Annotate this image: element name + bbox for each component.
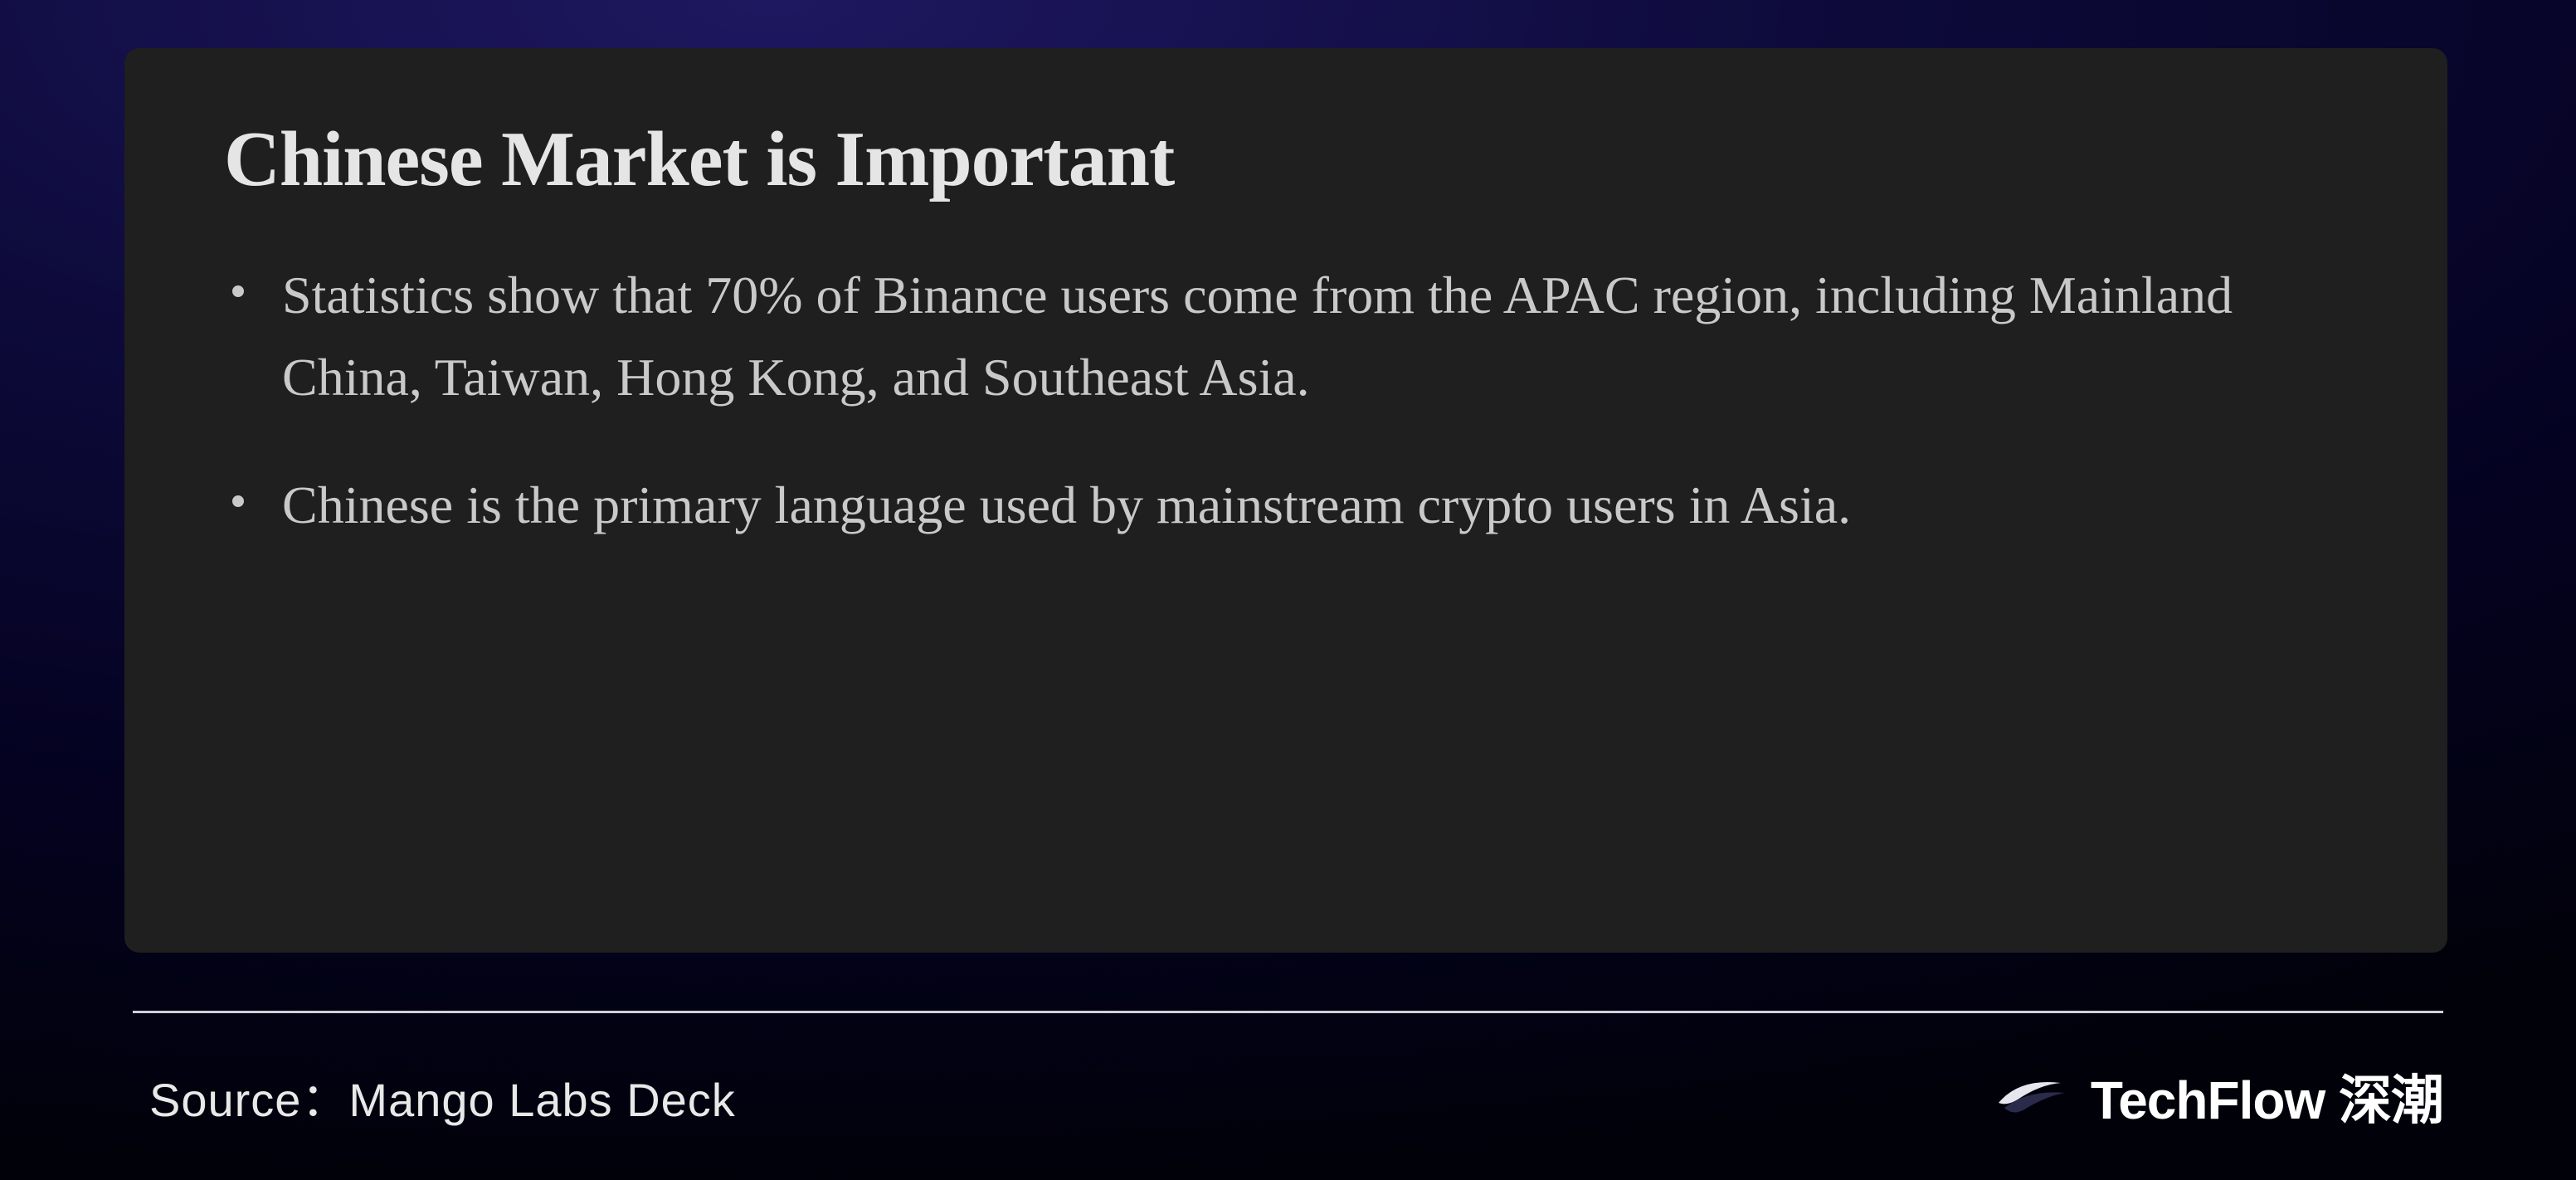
bullet-list: Statistics show that 70% of Binance user… [224,254,2356,547]
footer: Source：Mango Labs Deck TechFlow 深潮 [149,1058,2443,1134]
slide: Chinese Market is Important Statistics s… [0,0,2576,1180]
card-title: Chinese Market is Important [224,115,2356,204]
brand: TechFlow 深潮 [1994,1058,2443,1134]
content-card: Chinese Market is Important Statistics s… [124,48,2447,953]
brand-name: TechFlow 深潮 [2091,1058,2443,1134]
leaf-swoosh-icon [1994,1071,2069,1121]
source-label: Source：Mango Labs Deck [149,1063,736,1130]
list-item: Statistics show that 70% of Binance user… [282,254,2356,418]
footer-divider [133,1011,2443,1013]
list-item: Chinese is the primary language used by … [282,464,2356,546]
